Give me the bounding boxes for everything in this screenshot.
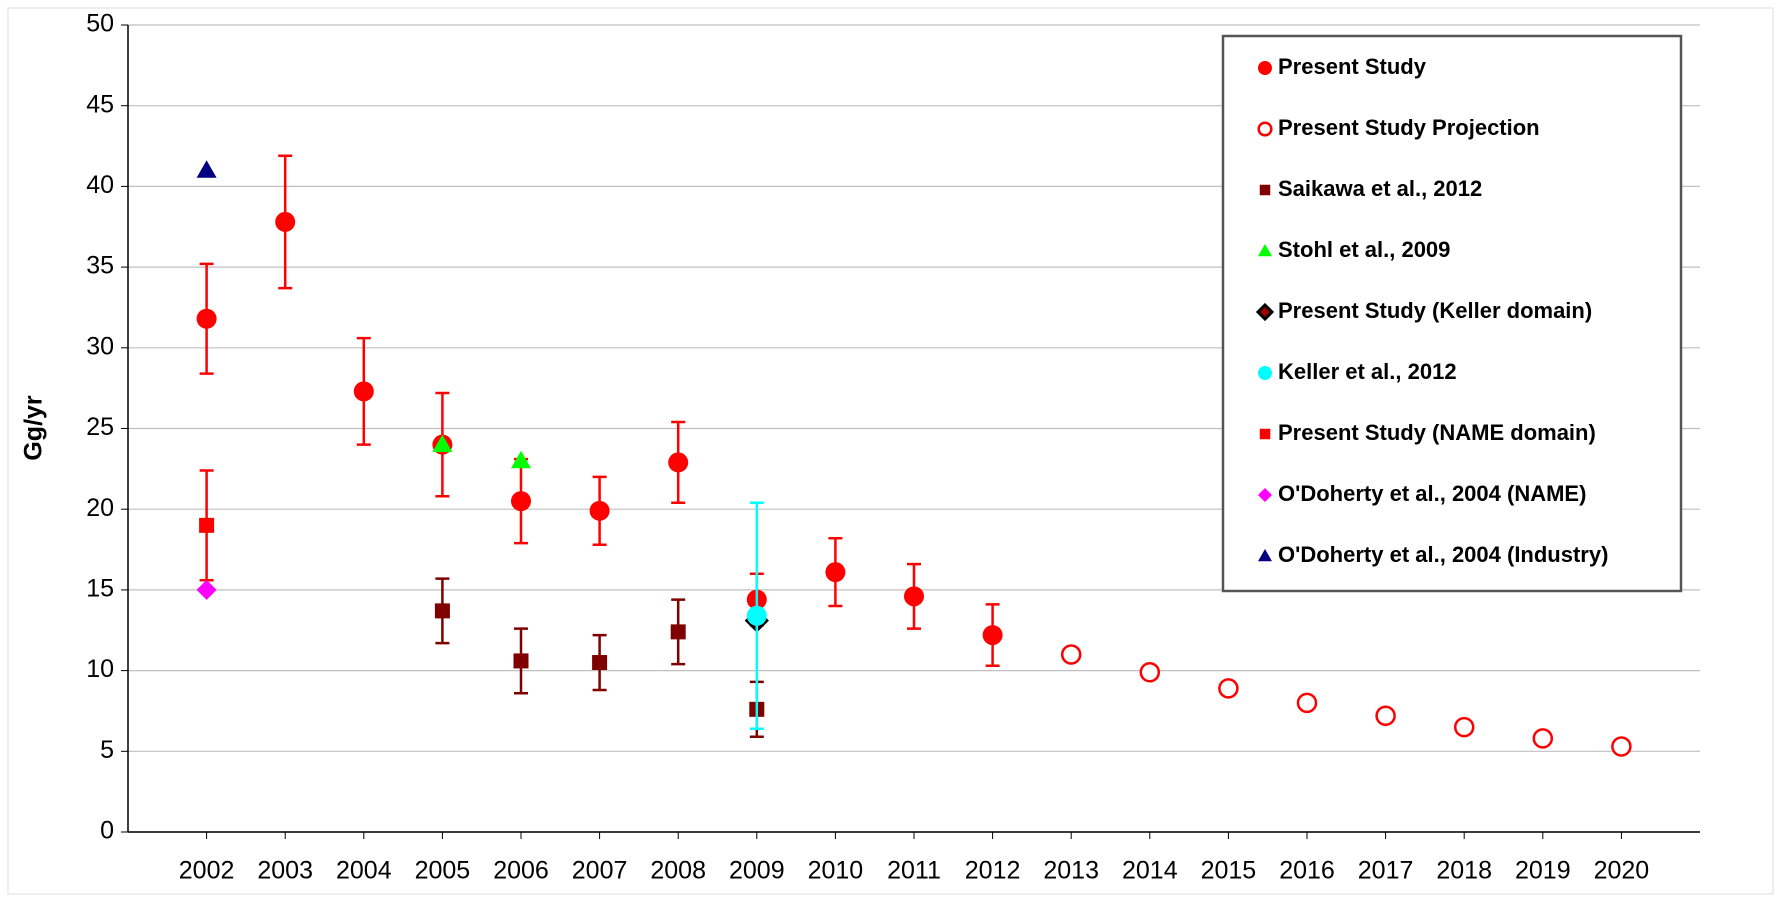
- legend-label: Present Study: [1278, 54, 1427, 79]
- point: [746, 605, 767, 626]
- x-tick-label: 2018: [1436, 857, 1492, 885]
- y-tick-label: 40: [86, 171, 114, 199]
- point: [513, 653, 529, 669]
- legend-label: Present Study (NAME domain): [1278, 420, 1596, 445]
- point: [196, 308, 217, 329]
- point: [353, 381, 374, 402]
- legend-label: Saikawa et al., 2012: [1278, 176, 1482, 201]
- y-tick-label: 20: [86, 494, 114, 522]
- point: [904, 586, 924, 607]
- point: [275, 211, 296, 232]
- point: [1453, 716, 1475, 738]
- legend-marker: [1258, 488, 1272, 502]
- point: [670, 624, 686, 640]
- legend-label: Present Study Projection: [1278, 115, 1540, 140]
- y-tick-label: 25: [86, 413, 114, 441]
- point: [196, 160, 217, 178]
- legend-box: [1221, 34, 1683, 593]
- point: [1060, 644, 1082, 665]
- point: [825, 562, 846, 583]
- point: [434, 603, 450, 619]
- point: [1296, 692, 1318, 714]
- y-tick-label: 30: [86, 332, 114, 360]
- y-tick-label: 5: [100, 736, 114, 764]
- y-axis-label: Gg/yr: [20, 395, 48, 461]
- legend-label: O'Doherty et al., 2004 (NAME): [1278, 481, 1586, 506]
- point: [432, 434, 453, 453]
- point: [668, 452, 689, 473]
- point: [199, 517, 215, 533]
- legend-marker: [1258, 61, 1272, 75]
- point: [511, 491, 531, 512]
- x-tick-label: 2020: [1594, 857, 1650, 885]
- legend-marker: [1259, 428, 1271, 440]
- point: [1139, 661, 1161, 683]
- legend-marker: [1255, 302, 1275, 322]
- legend-marker: [1259, 184, 1271, 196]
- legend: Present Study Present Study Projection Sai…: [1221, 34, 1683, 593]
- x-tick-label: 2011: [887, 857, 941, 885]
- y-tick-label: 10: [86, 655, 114, 683]
- x-tick-label: 2007: [572, 857, 628, 885]
- point: [982, 625, 1003, 646]
- x-tick-label: 2002: [179, 857, 235, 885]
- x-tick-label: 2009: [729, 857, 785, 885]
- legend-marker: [1258, 244, 1272, 257]
- x-tick-label: 2010: [808, 857, 864, 885]
- point: [592, 655, 608, 671]
- x-tick-label: 2016: [1279, 857, 1335, 885]
- legend-label: Keller et al., 2012: [1278, 359, 1457, 384]
- point: [1375, 705, 1396, 727]
- y-tick-label: 35: [86, 252, 114, 280]
- x-tick-label: 2008: [650, 857, 706, 885]
- legend-marker: [1257, 121, 1273, 137]
- y-tick-label: 0: [100, 817, 114, 845]
- x-tick-label: 2013: [1043, 857, 1099, 885]
- point: [1611, 736, 1632, 757]
- x-tick-label: 2014: [1122, 857, 1178, 885]
- point: [196, 579, 217, 600]
- legend-label: Present Study (Keller domain): [1278, 298, 1592, 323]
- x-tick-label: 2019: [1515, 857, 1571, 885]
- point: [1218, 678, 1239, 699]
- legend-label: O'Doherty et al., 2004 (Industry): [1278, 542, 1608, 567]
- y-tick-label: 15: [86, 575, 114, 603]
- legend-marker: [1258, 366, 1272, 380]
- x-tick-label: 2015: [1201, 857, 1257, 885]
- point: [1532, 728, 1554, 749]
- legend-marker: [1258, 549, 1272, 562]
- frame: [7, 7, 1774, 895]
- point: [511, 450, 531, 469]
- legend-label: Stohl et al., 2009: [1278, 237, 1450, 262]
- x-tick-label: 2005: [415, 857, 471, 885]
- y-tick-label: 50: [86, 10, 114, 38]
- x-tick-label: 2006: [493, 857, 549, 885]
- x-tick-label: 2003: [257, 857, 313, 885]
- x-tick-label: 2004: [336, 857, 392, 885]
- x-tick-label: 2012: [965, 857, 1021, 885]
- y-tick-label: 45: [86, 90, 114, 118]
- point: [589, 500, 610, 521]
- x-tick-label: 2017: [1358, 857, 1414, 885]
